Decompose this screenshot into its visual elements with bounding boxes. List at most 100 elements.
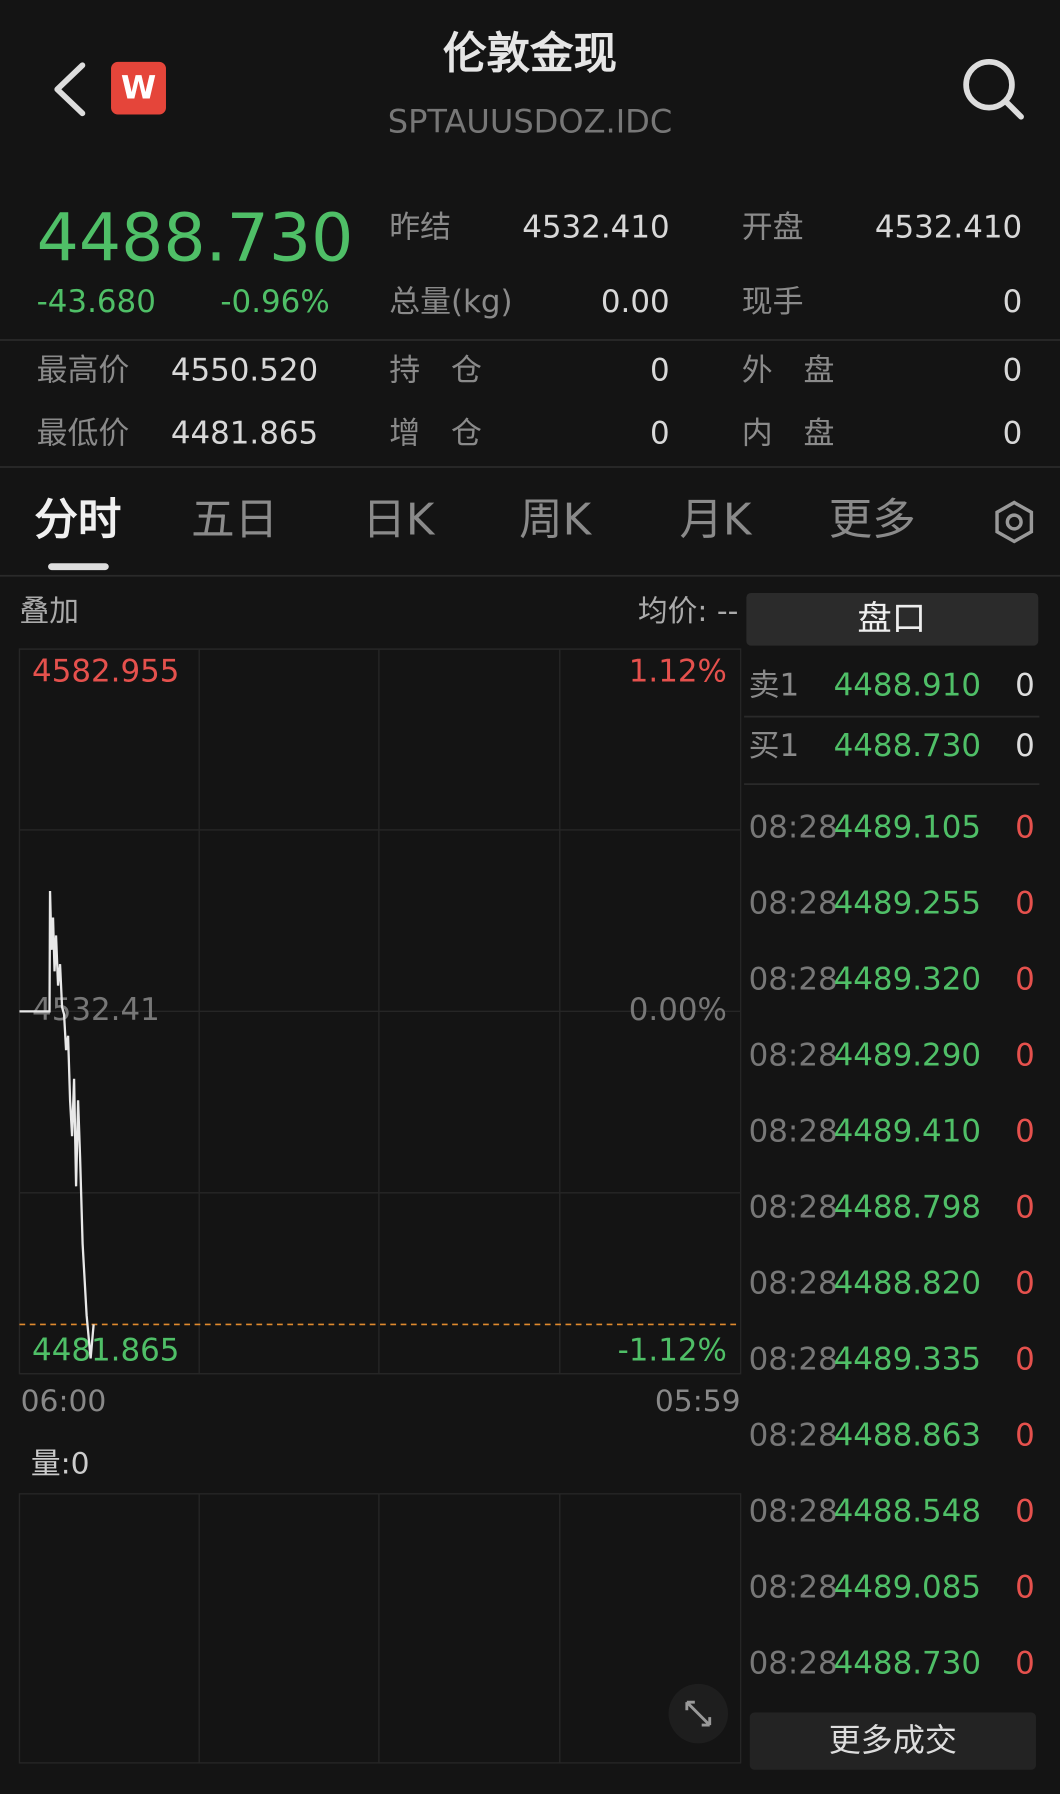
trade-price: 4489.255: [834, 885, 981, 921]
search-button[interactable]: [963, 58, 1015, 111]
stat-label: 内 盘: [742, 415, 835, 451]
badge-bg: [111, 61, 166, 115]
trade-price: 4488.730: [834, 1645, 981, 1681]
tab[interactable]: 更多: [829, 496, 916, 546]
trade-volume: 0: [1015, 885, 1035, 921]
tab[interactable]: 周K: [519, 496, 592, 546]
code: SPTAUUSDOZ.IDC: [388, 103, 672, 141]
trade-time: 08:28: [749, 1265, 838, 1301]
trade-price: 4489.320: [834, 961, 981, 997]
stat-value: 0: [650, 415, 670, 451]
badge: W: [121, 68, 156, 106]
trade-volume: 0: [1015, 961, 1035, 997]
stat-value: 0: [1003, 284, 1023, 320]
stat-label: 昨结: [389, 209, 451, 245]
volume-label: 量:0: [31, 1447, 90, 1482]
y2-tick-label: 1.12%: [629, 654, 727, 690]
trade-volume: 0: [1015, 1417, 1035, 1453]
stat-label: 开盘: [742, 209, 804, 245]
y-tick-label: 4582.955: [32, 654, 179, 690]
tab[interactable]: 日K: [362, 496, 435, 546]
trade-volume: 0: [1015, 1113, 1035, 1149]
trade-time: 08:28: [749, 1037, 838, 1073]
change: -43.680: [37, 284, 156, 320]
stat-label: 持 仓: [389, 353, 482, 389]
overlay-button: 叠加: [19, 594, 79, 629]
tab-underline: [48, 563, 109, 571]
book-level-label: 卖1: [749, 667, 800, 703]
back-button[interactable]: [54, 62, 86, 117]
stat-value: 0: [1003, 353, 1023, 389]
last-price: 4488.730: [37, 199, 354, 277]
trade-time: 08:28: [749, 1569, 838, 1605]
settings-button[interactable]: [995, 500, 1034, 544]
stat-value: 0: [1003, 415, 1023, 451]
trade-price: 4489.410: [834, 1113, 981, 1149]
trade-time: 08:28: [749, 809, 838, 845]
stat-label: 最高价: [37, 353, 130, 389]
trade-volume: 0: [1015, 1493, 1035, 1529]
trade-price: 4489.335: [834, 1341, 981, 1377]
trade-price: 4488.863: [834, 1417, 981, 1453]
y2-tick-label: 0.00%: [629, 992, 727, 1028]
stat-value: 4481.865: [171, 415, 318, 451]
more-trades-button: 更多成交: [829, 1721, 957, 1759]
trade-time: 08:28: [749, 1645, 838, 1681]
gear-center: [1005, 513, 1023, 531]
tab[interactable]: 五日: [191, 496, 278, 546]
stat-label: 外 盘: [742, 353, 835, 389]
book-level-price: 4488.730: [834, 728, 981, 764]
price-line: [19, 890, 95, 1359]
book-level-label: 买1: [749, 728, 800, 764]
tab[interactable]: 分时: [34, 496, 121, 546]
trade-price: 4489.105: [834, 809, 981, 845]
trade-time: 08:28: [749, 885, 838, 921]
trade-time: 08:28: [749, 961, 838, 997]
book-header-bg: [746, 592, 1039, 646]
y-tick-label: 4481.865: [32, 1332, 179, 1368]
trade-volume: 0: [1015, 1189, 1035, 1225]
volume-frame: [18, 1493, 742, 1764]
x-tick-label: 05:59: [655, 1384, 741, 1419]
trade-time: 08:28: [749, 1417, 838, 1453]
avg-price: 均价: --: [638, 594, 738, 629]
trade-price: 4488.548: [834, 1493, 981, 1529]
more-trades-bg[interactable]: [749, 1712, 1036, 1770]
book-title: 盘口: [857, 599, 926, 639]
y-tick-label: 4532.41: [32, 992, 160, 1028]
book-level-price: 4488.910: [834, 667, 981, 703]
tab[interactable]: 月K: [679, 496, 752, 546]
stat-value: 4550.520: [171, 353, 318, 389]
stat-label: 最低价: [37, 415, 130, 451]
trade-volume: 0: [1015, 1645, 1035, 1681]
gear-icon: [995, 500, 1034, 544]
trade-time: 08:28: [749, 1189, 838, 1225]
expand-button[interactable]: [668, 1683, 729, 1744]
trade-time: 08:28: [749, 1341, 838, 1377]
search-handle: [1003, 99, 1024, 120]
stat-label: 总量(kg): [389, 284, 512, 320]
y2-tick-label: -1.12%: [618, 1332, 727, 1368]
expand-icon: [685, 1700, 712, 1727]
trade-price: 4488.798: [834, 1189, 981, 1225]
trade-volume: 0: [1015, 1265, 1035, 1301]
trade-time: 08:28: [749, 1113, 838, 1149]
stat-value: 4532.410: [875, 209, 1022, 245]
change-pct: -0.96%: [220, 284, 329, 320]
trade-volume: 0: [1015, 809, 1035, 845]
trade-price: 4488.820: [834, 1265, 981, 1301]
x-tick-label: 06:00: [21, 1384, 107, 1419]
trade-price: 4489.085: [834, 1569, 981, 1605]
stat-label: 现手: [742, 284, 804, 320]
trade-volume: 0: [1015, 1569, 1035, 1605]
stat-value: 0: [650, 353, 670, 389]
trade-volume: 0: [1015, 1037, 1035, 1073]
trade-time: 08:28: [749, 1493, 838, 1529]
trade-volume: 0: [1015, 1341, 1035, 1377]
stat-label: 增 仓: [389, 415, 482, 451]
title: 伦敦金现: [443, 30, 617, 80]
